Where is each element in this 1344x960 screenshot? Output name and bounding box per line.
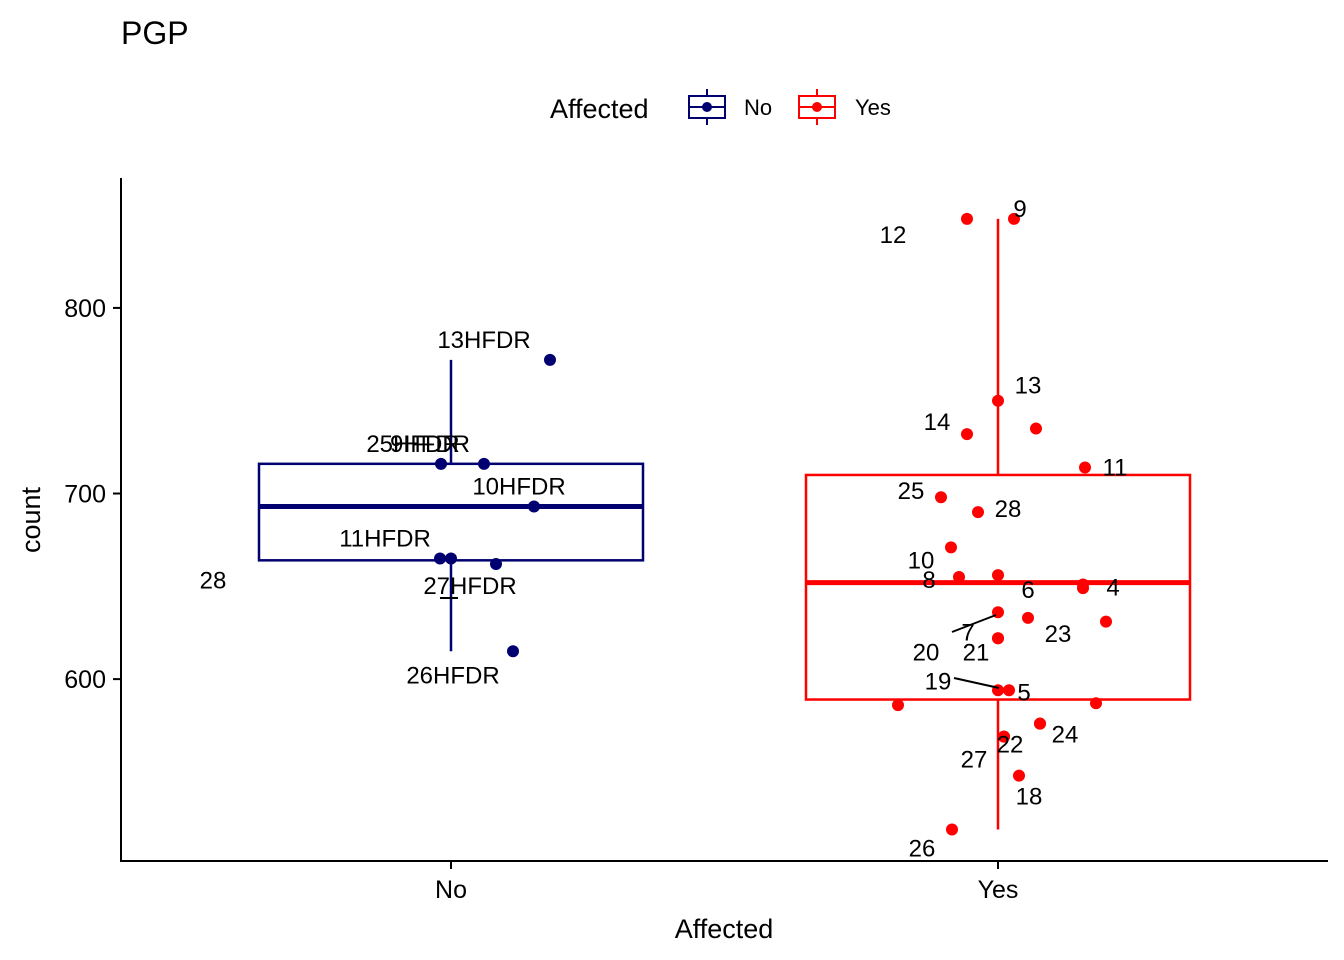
legend-key-no-point bbox=[702, 102, 712, 112]
data-point bbox=[992, 394, 1004, 407]
box-groups bbox=[257, 212, 1192, 836]
data-point bbox=[1077, 582, 1089, 595]
chart-title: PGP bbox=[121, 15, 189, 51]
legend-label-yes: Yes bbox=[855, 95, 891, 120]
data-point bbox=[1003, 684, 1015, 697]
point-label: 11 bbox=[1103, 455, 1128, 482]
data-point bbox=[1100, 615, 1112, 628]
label-leader-line bbox=[953, 677, 1000, 689]
data-point bbox=[961, 212, 973, 225]
point-label: 22 bbox=[997, 732, 1024, 759]
point-label: 18 bbox=[1016, 784, 1043, 811]
data-point bbox=[935, 491, 947, 504]
point-label: 13HFDR bbox=[437, 327, 530, 354]
data-point bbox=[1008, 212, 1020, 225]
point-label: 26 bbox=[909, 835, 936, 862]
data-point bbox=[1090, 697, 1102, 710]
y-tick-label: 700 bbox=[64, 481, 106, 509]
point-label: 24 bbox=[1052, 722, 1079, 749]
point-label: 23 bbox=[1045, 621, 1072, 648]
point-label: 28 bbox=[200, 567, 227, 594]
y-axis-title: count bbox=[16, 486, 46, 553]
data-point bbox=[507, 645, 519, 658]
x-axis-title: Affected bbox=[675, 914, 774, 944]
box-no bbox=[257, 462, 645, 562]
legend-title: Affected bbox=[550, 94, 649, 124]
data-point bbox=[445, 552, 457, 565]
data-point bbox=[946, 823, 958, 836]
data-point bbox=[544, 353, 556, 366]
point-label: 6 bbox=[1021, 577, 1034, 604]
data-point bbox=[490, 558, 502, 571]
data-point bbox=[892, 699, 904, 712]
point-label: 21 bbox=[963, 639, 990, 666]
legend-label-no: No bbox=[744, 95, 772, 120]
data-point bbox=[953, 571, 965, 584]
point-label: 9 bbox=[1013, 196, 1026, 223]
data-point bbox=[1034, 717, 1046, 730]
data-point bbox=[478, 457, 490, 470]
y-tick-label: 600 bbox=[64, 666, 106, 694]
axes: 600 700 800 No Yes bbox=[64, 178, 1328, 904]
x-tick-label: No bbox=[435, 876, 467, 904]
point-label: 4 bbox=[1106, 574, 1119, 601]
point-label: 5 bbox=[1017, 679, 1030, 706]
legend-key-yes-point bbox=[812, 102, 822, 112]
data-point bbox=[961, 428, 973, 441]
data-point bbox=[434, 552, 446, 565]
data-point bbox=[992, 632, 1004, 645]
point-label: 25HFDR bbox=[366, 431, 459, 458]
data-point bbox=[528, 500, 540, 513]
point-label: 11HFDR bbox=[339, 525, 431, 552]
point-label: 20 bbox=[913, 639, 940, 666]
point-label: 27 bbox=[961, 747, 988, 774]
data-point bbox=[992, 569, 1004, 582]
data-point bbox=[1030, 422, 1042, 435]
y-tick-label: 800 bbox=[64, 295, 106, 323]
point-label: 27HFDR bbox=[423, 573, 516, 600]
label-leader-line bbox=[951, 614, 997, 633]
x-tick-label: Yes bbox=[978, 876, 1019, 904]
legend: Affected No Yes bbox=[550, 89, 891, 125]
point-label: 12 bbox=[880, 222, 907, 249]
y-ticks: 600 700 800 bbox=[64, 295, 121, 694]
data-point bbox=[1079, 461, 1091, 474]
data-point bbox=[972, 506, 984, 519]
point-label: 10HFDR bbox=[472, 474, 565, 501]
point-label: 9HFDR bbox=[390, 431, 470, 458]
data-point bbox=[945, 541, 957, 554]
point-label: 19 bbox=[925, 668, 952, 695]
point-label: 26HFDR bbox=[406, 662, 499, 689]
data-point bbox=[1022, 611, 1034, 624]
legend-key-no bbox=[688, 89, 726, 125]
point-label: 14 bbox=[924, 409, 951, 436]
point-label: 28 bbox=[995, 496, 1022, 523]
data-point bbox=[1013, 769, 1025, 782]
legend-key-yes bbox=[798, 89, 836, 125]
data-point bbox=[998, 730, 1010, 743]
point-label: 25 bbox=[898, 478, 925, 505]
data-point bbox=[435, 457, 447, 470]
point-label: 8 bbox=[922, 567, 935, 594]
group-no bbox=[257, 353, 645, 658]
x-ticks: No Yes bbox=[435, 861, 1018, 904]
box-yes bbox=[804, 473, 1192, 701]
group-yes bbox=[804, 212, 1192, 836]
point-label: 10 bbox=[908, 547, 935, 574]
point-label: 13 bbox=[1015, 373, 1042, 400]
